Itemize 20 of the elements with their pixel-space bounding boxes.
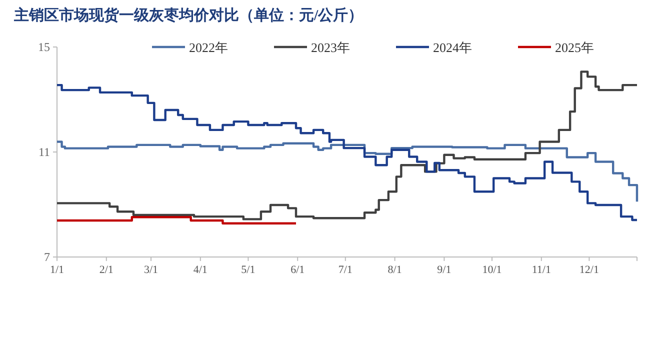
x-tick-label: 2/1 xyxy=(99,264,114,276)
y-tick-label: 15 xyxy=(38,40,50,54)
legend-label: 2025年 xyxy=(555,40,594,55)
x-tick-label: 8/1 xyxy=(388,264,402,276)
x-tick-label: 11/1 xyxy=(532,264,551,276)
legend-label: 2022年 xyxy=(189,40,228,55)
x-tick-label: 5/1 xyxy=(241,264,256,276)
x-tick-label: 4/1 xyxy=(193,264,208,276)
x-tick-label: 3/1 xyxy=(144,264,158,276)
x-tick-label: 10/1 xyxy=(482,264,502,276)
x-tick-label: 12/1 xyxy=(579,264,599,276)
x-tick-label: 7/1 xyxy=(338,264,352,276)
legend-label: 2023年 xyxy=(311,40,350,55)
x-tick-label: 6/1 xyxy=(290,264,305,276)
y-tick-label: 7 xyxy=(44,250,50,264)
legend-label: 2024年 xyxy=(433,40,472,55)
chart-title: 主销区市场现货一级灰枣均价对比（单位：元/公斤） xyxy=(13,6,364,24)
y-tick-label: 11 xyxy=(38,145,50,159)
x-tick-label: 9/1 xyxy=(437,264,452,276)
x-tick-label: 1/1 xyxy=(50,264,64,276)
